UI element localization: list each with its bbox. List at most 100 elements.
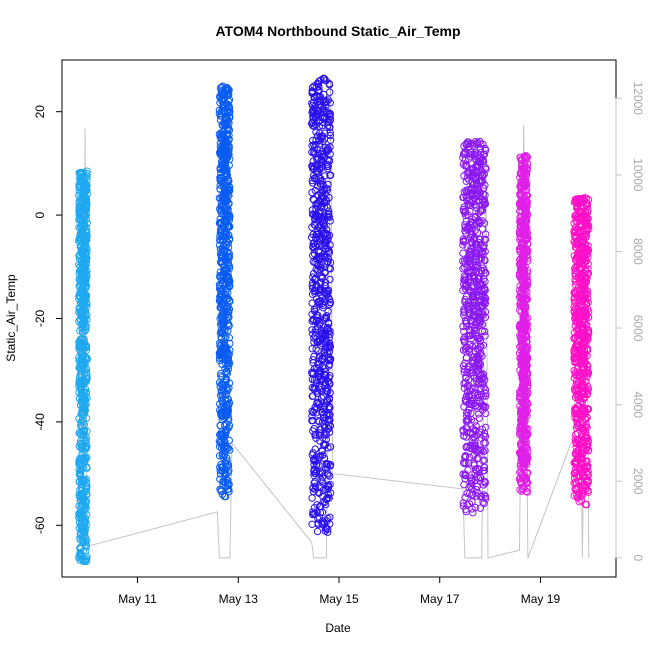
- data-point: [518, 352, 527, 361]
- data-point: [326, 355, 335, 363]
- data-point: [76, 231, 85, 239]
- data-point: [80, 405, 88, 413]
- data-point: [480, 499, 488, 508]
- data-point: [464, 391, 473, 399]
- data-point: [519, 270, 528, 278]
- data-point: [78, 532, 87, 541]
- data-point: [523, 386, 531, 395]
- data-point: [522, 487, 530, 496]
- data-point: [317, 264, 325, 272]
- data-point: [77, 356, 86, 364]
- data-point: [583, 373, 591, 381]
- data-point: [312, 175, 320, 183]
- data-point: [215, 281, 224, 289]
- data-point: [76, 545, 85, 553]
- data-point: [481, 296, 489, 305]
- data-point: [481, 492, 490, 501]
- data-point: [477, 342, 485, 350]
- data-point: [472, 364, 480, 373]
- data-point: [518, 227, 527, 235]
- data-point: [469, 293, 478, 301]
- data-point: [218, 467, 227, 475]
- data-point: [516, 402, 524, 410]
- data-point: [570, 252, 578, 260]
- data-point: [479, 157, 488, 166]
- data-point: [220, 342, 228, 350]
- data-point: [326, 217, 334, 225]
- data-point: [325, 231, 334, 240]
- data-point: [216, 98, 224, 107]
- data-point: [75, 261, 83, 269]
- data-point: [310, 352, 318, 361]
- data-point: [316, 180, 324, 188]
- data-point: [325, 415, 333, 423]
- data-point: [216, 439, 224, 447]
- data-point: [316, 369, 325, 377]
- data-point: [76, 467, 85, 475]
- data-point: [218, 258, 226, 266]
- data-point: [573, 353, 581, 362]
- data-point: [581, 297, 590, 305]
- data-point: [312, 304, 321, 312]
- data-point: [577, 237, 585, 245]
- data-point: [310, 165, 318, 173]
- data-point: [324, 213, 332, 221]
- data-point: [216, 400, 224, 408]
- data-point: [216, 421, 225, 430]
- data-point: [224, 117, 232, 126]
- data-point: [462, 140, 470, 149]
- data-point: [477, 390, 486, 399]
- data-point: [467, 335, 475, 343]
- altitude-path: [78, 79, 590, 559]
- data-point: [218, 451, 226, 460]
- data-point: [521, 331, 529, 339]
- data-point: [222, 376, 230, 385]
- data-point: [325, 80, 333, 88]
- data-point: [79, 557, 87, 565]
- data-point: [320, 75, 329, 83]
- data-point: [82, 365, 91, 373]
- data-point: [516, 462, 524, 470]
- y-axis-label: Static_Air_Temp: [4, 274, 18, 362]
- data-point: [82, 204, 91, 212]
- data-point: [311, 275, 319, 284]
- data-point: [324, 180, 332, 189]
- data-point: [215, 194, 224, 202]
- data-point: [75, 169, 83, 177]
- data-point: [82, 511, 91, 519]
- data-point: [325, 402, 334, 411]
- data-point: [473, 332, 481, 341]
- data-point: [222, 420, 231, 429]
- data-point: [326, 330, 334, 338]
- data-point: [476, 504, 485, 512]
- data-point: [519, 380, 528, 388]
- data-point: [475, 250, 484, 259]
- x-tick-label: May 13: [219, 592, 259, 606]
- data-point: [320, 413, 328, 421]
- data-point: [516, 189, 524, 198]
- data-point: [324, 528, 332, 536]
- data-point: [522, 356, 531, 364]
- data-point: [461, 148, 470, 157]
- data-point: [519, 183, 527, 192]
- data-point: [81, 456, 90, 464]
- data-point: [215, 443, 224, 451]
- altitude-lines: [78, 79, 590, 559]
- data-point: [572, 424, 581, 432]
- data-point: [318, 519, 326, 527]
- data-point: [523, 343, 532, 351]
- data-point: [222, 237, 231, 246]
- data-point: [220, 139, 228, 148]
- data-point: [518, 340, 526, 348]
- data-point: [322, 524, 331, 532]
- data-point: [575, 195, 583, 203]
- data-point: [217, 349, 225, 357]
- y2-tick-label: 2000: [631, 468, 645, 495]
- data-point: [476, 235, 484, 244]
- data-point: [460, 280, 468, 288]
- data-point: [466, 165, 475, 174]
- data-point: [520, 466, 528, 475]
- data-point: [470, 459, 478, 467]
- data-point: [583, 202, 591, 211]
- data-point: [578, 443, 586, 452]
